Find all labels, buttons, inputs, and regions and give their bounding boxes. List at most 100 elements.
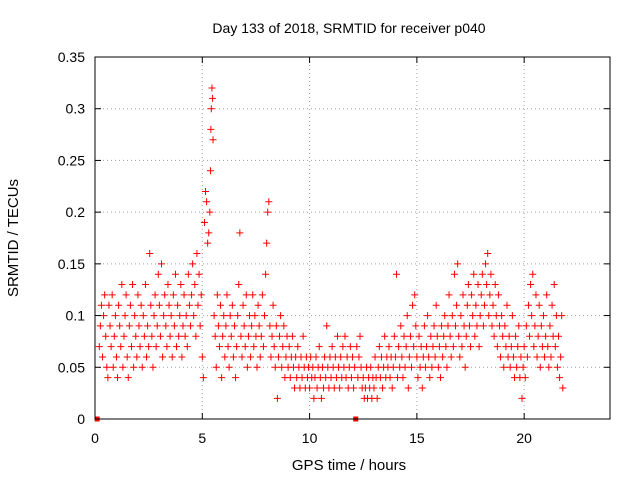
data-point	[200, 218, 208, 226]
data-point	[528, 312, 536, 320]
y-axis-label: SRMTID / TECUs	[5, 179, 22, 297]
data-point	[229, 353, 237, 361]
data-point	[294, 343, 302, 351]
data-point	[471, 332, 479, 340]
data-point	[176, 312, 184, 320]
data-point	[96, 322, 104, 330]
data-point	[545, 363, 553, 371]
data-point	[235, 281, 243, 289]
data-point	[169, 291, 177, 299]
data-point	[220, 312, 228, 320]
data-point	[405, 353, 413, 361]
data-point	[482, 260, 490, 268]
data-point	[177, 281, 185, 289]
data-point	[288, 332, 296, 340]
data-point	[190, 312, 198, 320]
data-point	[236, 229, 244, 237]
data-point	[518, 394, 526, 402]
data-point	[118, 281, 126, 289]
data-point	[493, 343, 501, 351]
data-point	[273, 394, 281, 402]
data-point	[107, 343, 115, 351]
data-point	[414, 374, 422, 382]
data-point	[263, 239, 271, 247]
data-point	[268, 332, 276, 340]
data-point	[373, 394, 381, 402]
data-point	[544, 343, 552, 351]
data-point	[434, 363, 442, 371]
data-point	[486, 291, 494, 299]
data-point	[443, 363, 451, 371]
data-point	[170, 322, 178, 330]
data-point	[356, 332, 364, 340]
data-point	[269, 301, 277, 309]
data-point	[488, 322, 496, 330]
data-point	[515, 322, 523, 330]
data-point	[431, 353, 439, 361]
data-point	[226, 312, 234, 320]
data-point	[261, 312, 269, 320]
x-tick-label: 5	[198, 430, 206, 446]
data-point	[409, 301, 417, 309]
data-point	[386, 374, 394, 382]
data-point	[158, 260, 166, 268]
data-point	[441, 312, 449, 320]
data-point	[479, 322, 487, 330]
data-point	[248, 322, 256, 330]
data-point	[120, 332, 128, 340]
data-point	[448, 312, 456, 320]
data-point	[131, 312, 139, 320]
data-point	[126, 301, 134, 309]
data-point	[166, 332, 174, 340]
data-point	[112, 353, 120, 361]
data-point	[520, 343, 528, 351]
data-point	[458, 343, 466, 351]
data-point	[277, 312, 285, 320]
data-point	[119, 363, 127, 371]
data-point	[313, 384, 321, 392]
data-point	[513, 363, 521, 371]
data-point	[459, 291, 467, 299]
data-point	[553, 363, 561, 371]
data-point	[370, 384, 378, 392]
data-point	[524, 301, 532, 309]
data-point	[133, 353, 141, 361]
data-point	[193, 250, 201, 258]
data-point	[470, 270, 478, 278]
data-point	[400, 332, 408, 340]
data-point	[442, 343, 450, 351]
data-point	[501, 322, 509, 330]
data-point	[440, 332, 448, 340]
data-point	[522, 322, 530, 330]
data-point	[178, 353, 186, 361]
data-point	[411, 291, 419, 299]
y-tick-label: 0.25	[58, 152, 85, 168]
data-point	[426, 374, 434, 382]
data-point	[139, 312, 147, 320]
data-point	[217, 301, 225, 309]
data-point	[485, 312, 493, 320]
data-point	[323, 322, 331, 330]
data-point	[101, 291, 109, 299]
data-point	[182, 312, 190, 320]
data-point	[547, 353, 555, 361]
data-point	[367, 363, 375, 371]
data-point	[537, 322, 545, 330]
data-point	[398, 353, 406, 361]
data-point	[439, 353, 447, 361]
data-point	[346, 343, 354, 351]
data-point	[489, 301, 497, 309]
data-point	[286, 374, 294, 382]
data-point	[355, 353, 363, 361]
data-point	[412, 322, 420, 330]
data-point	[556, 374, 564, 382]
data-point	[469, 312, 477, 320]
data-point	[121, 312, 129, 320]
data-point	[341, 332, 349, 340]
data-point	[267, 353, 275, 361]
data-point	[403, 312, 411, 320]
data-point	[392, 270, 400, 278]
data-point	[95, 343, 103, 351]
data-point	[523, 353, 531, 361]
data-point	[237, 332, 245, 340]
